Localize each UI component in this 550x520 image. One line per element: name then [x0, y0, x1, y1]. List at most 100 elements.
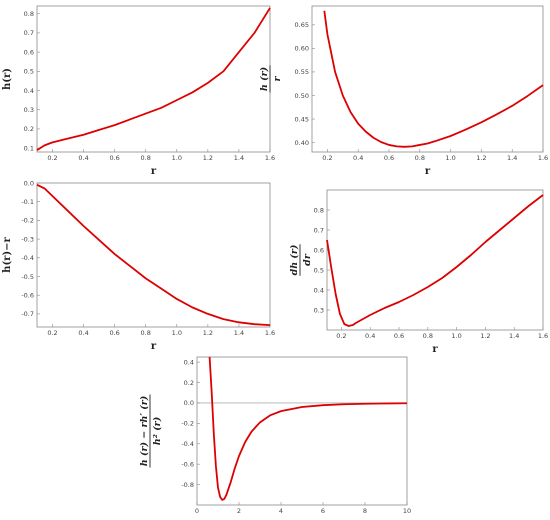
- x-tick-label: 0.4: [78, 329, 88, 337]
- y-label-numerator: h (r) − rh′ (r): [139, 396, 150, 467]
- x-tick-label: 0.6: [109, 154, 119, 162]
- x-tick-label: 0.6: [384, 154, 394, 162]
- y-tick-label: 0.3: [314, 306, 324, 314]
- x-tick-label: 1.6: [538, 154, 548, 162]
- x-tick-label: 1.6: [265, 329, 275, 337]
- y-tick-label: 0.45: [295, 115, 309, 123]
- y-tick-label: -0.3: [21, 235, 34, 243]
- x-tick-label: 0.6: [109, 329, 119, 337]
- x-tick-label: 1.2: [480, 332, 490, 340]
- x-tick-label: 0.2: [47, 154, 57, 162]
- y-label-numerator: h (r): [259, 67, 270, 91]
- y-tick-label: 0.7: [24, 29, 34, 37]
- x-tick-label: 0.8: [141, 154, 151, 162]
- y-tick-label: 0.8: [24, 10, 34, 18]
- y-tick-label: -0.1: [21, 198, 34, 206]
- y-tick-label: 0.60: [295, 45, 309, 53]
- x-tick-label: 4: [279, 507, 283, 515]
- y-tick-label: 0.2: [184, 379, 194, 387]
- x-tick-label: 1.4: [507, 154, 517, 162]
- y-tick-label: 0.4: [314, 286, 324, 294]
- x-axis-label: r: [432, 344, 438, 355]
- x-tick-label: 0.2: [322, 154, 332, 162]
- panel-2: 0.2 0.4 0.6 0.8 1.0 1.2 1.4 1.6 0.40 0.45 0.50 0.55…: [259, 5, 548, 177]
- x-tick-label: 1.4: [234, 154, 244, 162]
- x-tick-label: 0.4: [365, 332, 375, 340]
- y-tick-label: 0.7: [314, 226, 324, 234]
- plot-frame: [36, 182, 271, 328]
- x-tick-label: 1.6: [538, 332, 548, 340]
- x-tick-label: 1.4: [509, 332, 519, 340]
- y-tick-label: 0.8: [314, 206, 324, 214]
- x-tick-label: 0.8: [415, 154, 425, 162]
- x-tick-label: 0: [195, 507, 199, 515]
- y-tick-label: -0.7: [21, 310, 34, 318]
- y-label-denominator: h² (r): [152, 417, 163, 445]
- y-tick-label: -0.2: [21, 217, 34, 225]
- x-tick-label: 0.2: [336, 332, 346, 340]
- x-tick-label: 10: [403, 507, 411, 515]
- y-tick-label: 0.2: [24, 125, 34, 133]
- x-tick-label: 6: [321, 507, 325, 515]
- y-tick-label: 0.5: [314, 266, 324, 274]
- x-tick-label: 8: [363, 507, 367, 515]
- x-tick-label: 1.4: [234, 329, 244, 337]
- x-tick-label: 0.6: [394, 332, 404, 340]
- x-tick-label: 0.8: [141, 329, 151, 337]
- x-tick-label: 1.0: [451, 332, 461, 340]
- x-tick-label: 1.2: [476, 154, 486, 162]
- x-axis-label: r: [151, 341, 157, 352]
- panel-1: 0.2 0.4 0.6 0.8 1.0 1.2 1.4 1.6 0.1 0.2 0.3 0.4 0.5 0…: [2, 5, 275, 177]
- x-tick-label: 0.4: [353, 154, 363, 162]
- x-tick-label: 1.0: [172, 329, 182, 337]
- plot-frame: [196, 356, 408, 506]
- plot-frame: [326, 189, 544, 331]
- y-tick-label: -0.6: [181, 460, 194, 468]
- y-axis-label: h(r): [2, 68, 13, 90]
- series-line: [326, 194, 544, 327]
- y-tick-label: -0.6: [21, 292, 34, 300]
- y-tick-label: -0.8: [181, 481, 194, 489]
- x-tick-label: 0.4: [78, 154, 88, 162]
- y-label-numerator: dh (r): [289, 245, 300, 276]
- y-tick-label: 0.40: [295, 139, 309, 147]
- y-axis-label: h(r)−r: [2, 236, 13, 272]
- y-tick-label: 0.55: [295, 68, 309, 76]
- y-axis-label: dh (r) dr: [289, 244, 313, 276]
- x-tick-label: 1.6: [265, 154, 275, 162]
- y-tick-label: 0.4: [184, 358, 194, 366]
- y-tick-label: 0.1: [24, 144, 34, 152]
- panel-3: 0.2 0.4 0.6 0.8 1.0 1.2 1.4 1.6 0.0 -0.1 -0.2 -0.3 -…: [2, 179, 275, 352]
- x-tick-label: 0.8: [423, 332, 433, 340]
- y-tick-label: 0.0: [184, 399, 194, 407]
- y-axis-label: h (r) − rh′ (r) h² (r): [139, 394, 163, 468]
- y-label-denominator: r: [272, 76, 283, 82]
- y-label-denominator: dr: [302, 253, 313, 266]
- x-tick-label: 1.0: [172, 154, 182, 162]
- series-line: [36, 184, 271, 327]
- series-line: [36, 7, 271, 151]
- y-tick-label: -0.5: [21, 273, 34, 281]
- y-tick-label: 0.5: [24, 68, 34, 76]
- y-tick-label: 0.3: [24, 106, 34, 114]
- x-tick-label: 1.2: [203, 154, 213, 162]
- x-axis-label: r: [425, 166, 431, 177]
- x-tick-label: 1.0: [445, 154, 455, 162]
- y-tick-label: 0.6: [24, 48, 34, 56]
- y-tick-label: 0.65: [295, 21, 309, 29]
- plot-frame: [36, 5, 271, 153]
- y-tick-label: -0.2: [181, 420, 194, 428]
- x-tick-label: 2: [237, 507, 241, 515]
- x-axis-label: r: [151, 166, 157, 177]
- y-tick-label: 0.4: [24, 87, 34, 95]
- y-tick-label: 0.6: [314, 246, 324, 254]
- panel-4: 0.2 0.4 0.6 0.8 1.0 1.2 1.4 1.6 0.3 0.4 0.5 0.6 0.7 0…: [289, 189, 548, 355]
- series-line: [323, 10, 544, 148]
- y-tick-label: 0.50: [295, 92, 309, 100]
- y-axis-label: h (r) r: [259, 65, 283, 93]
- x-tick-label: 1.2: [203, 329, 213, 337]
- x-tick-label: 0.2: [47, 329, 57, 337]
- plot-frame: [311, 5, 544, 153]
